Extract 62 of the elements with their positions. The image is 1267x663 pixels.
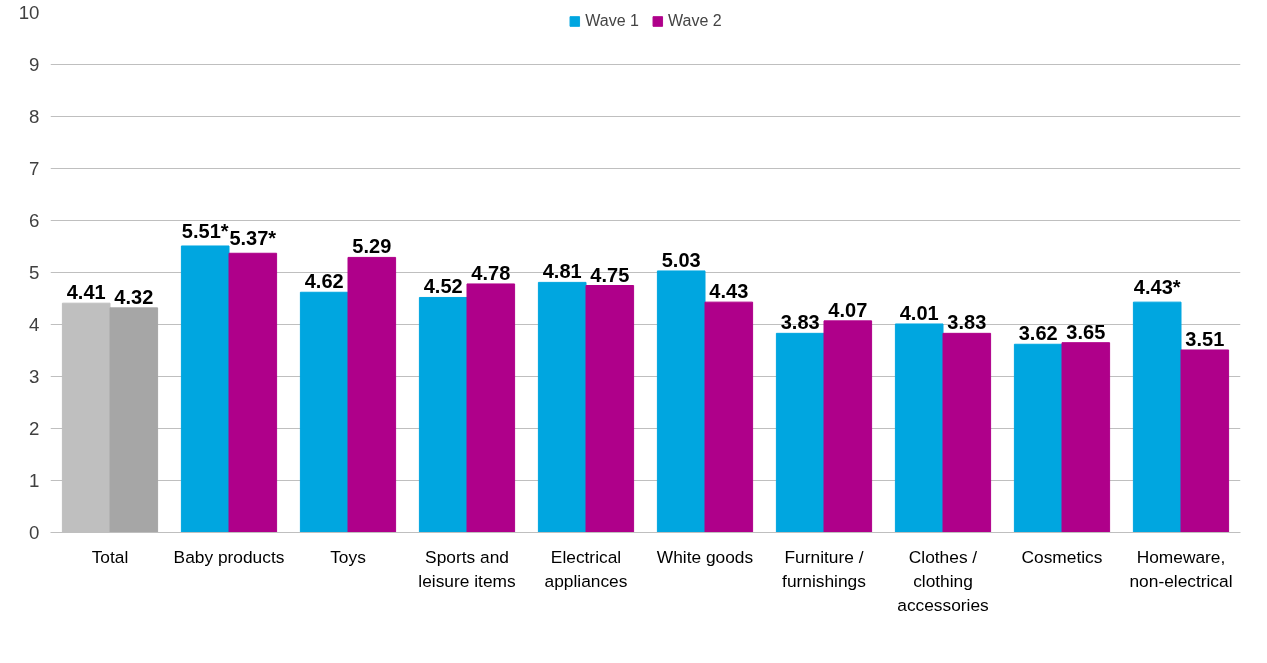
bar [537, 281, 587, 533]
y-tick-label: 9 [29, 54, 40, 75]
bar [585, 285, 635, 533]
y-tick-label: 6 [29, 210, 40, 231]
legend-label: Wave 1 [585, 12, 639, 30]
x-tick-label: Cosmetics [1021, 546, 1103, 567]
data-label: 4.75 [590, 263, 630, 286]
data-label: 3.83 [780, 311, 820, 334]
bar [656, 270, 706, 533]
data-label: 5.51* [181, 219, 229, 242]
x-tick-label: Sports and leisure items [418, 546, 516, 591]
bar [823, 320, 873, 533]
bar [1132, 301, 1182, 533]
x-tick-label: Total [91, 546, 129, 567]
x-tick-label: Baby products [173, 546, 285, 567]
data-label: 4.78 [471, 261, 511, 284]
y-tick-label: 5 [29, 262, 40, 283]
data-label: 4.81 [542, 260, 582, 283]
data-label: 5.03 [661, 248, 701, 271]
y-tick-label: 3 [29, 366, 40, 387]
bar [942, 332, 992, 533]
x-tick-label: Electrical appliances [544, 546, 628, 591]
y-tick-label: 2 [29, 418, 40, 439]
bar [299, 291, 349, 533]
x-tick-label: Toys [330, 546, 367, 567]
bar [1013, 343, 1063, 533]
bar [109, 307, 159, 533]
y-tick-label: 4 [29, 314, 40, 335]
bar [1061, 342, 1111, 533]
data-label: 5.37* [229, 227, 277, 250]
bar [704, 301, 754, 533]
x-tick-label: Clothes / clothing accessories [897, 546, 990, 615]
data-label: 4.01 [899, 301, 939, 324]
data-label: 4.52 [423, 275, 463, 298]
data-label: 3.65 [1066, 320, 1106, 343]
y-tick-label: 10 [18, 2, 40, 23]
legend-label: Wave 2 [668, 12, 722, 30]
y-tick-label: 7 [29, 158, 40, 179]
data-label: 5.29 [352, 235, 392, 258]
data-label: 4.41 [66, 281, 106, 304]
bar [466, 283, 516, 533]
bar [894, 323, 944, 533]
bar [347, 256, 397, 533]
data-label: 4.07 [828, 298, 868, 321]
data-label: 3.83 [947, 311, 987, 334]
y-tick-label: 8 [29, 106, 40, 127]
bar [418, 296, 468, 533]
data-label: 4.32 [114, 285, 154, 308]
bar [180, 245, 230, 533]
x-tick-label: Furniture / furnishings [782, 546, 867, 591]
y-tick-label: 1 [29, 470, 40, 491]
x-tick-label: Homeware, non-electrical [1129, 546, 1233, 591]
data-label: 4.62 [304, 270, 344, 293]
bar [775, 332, 825, 533]
data-label: 3.51 [1185, 327, 1225, 350]
bar [1180, 349, 1230, 533]
data-label: 3.62 [1018, 322, 1058, 345]
y-tick-label: 0 [29, 522, 40, 543]
bar [228, 252, 278, 533]
x-tick-label: White goods [656, 546, 754, 567]
data-label: 4.43 [709, 280, 749, 303]
data-label: 4.43* [1133, 276, 1181, 299]
